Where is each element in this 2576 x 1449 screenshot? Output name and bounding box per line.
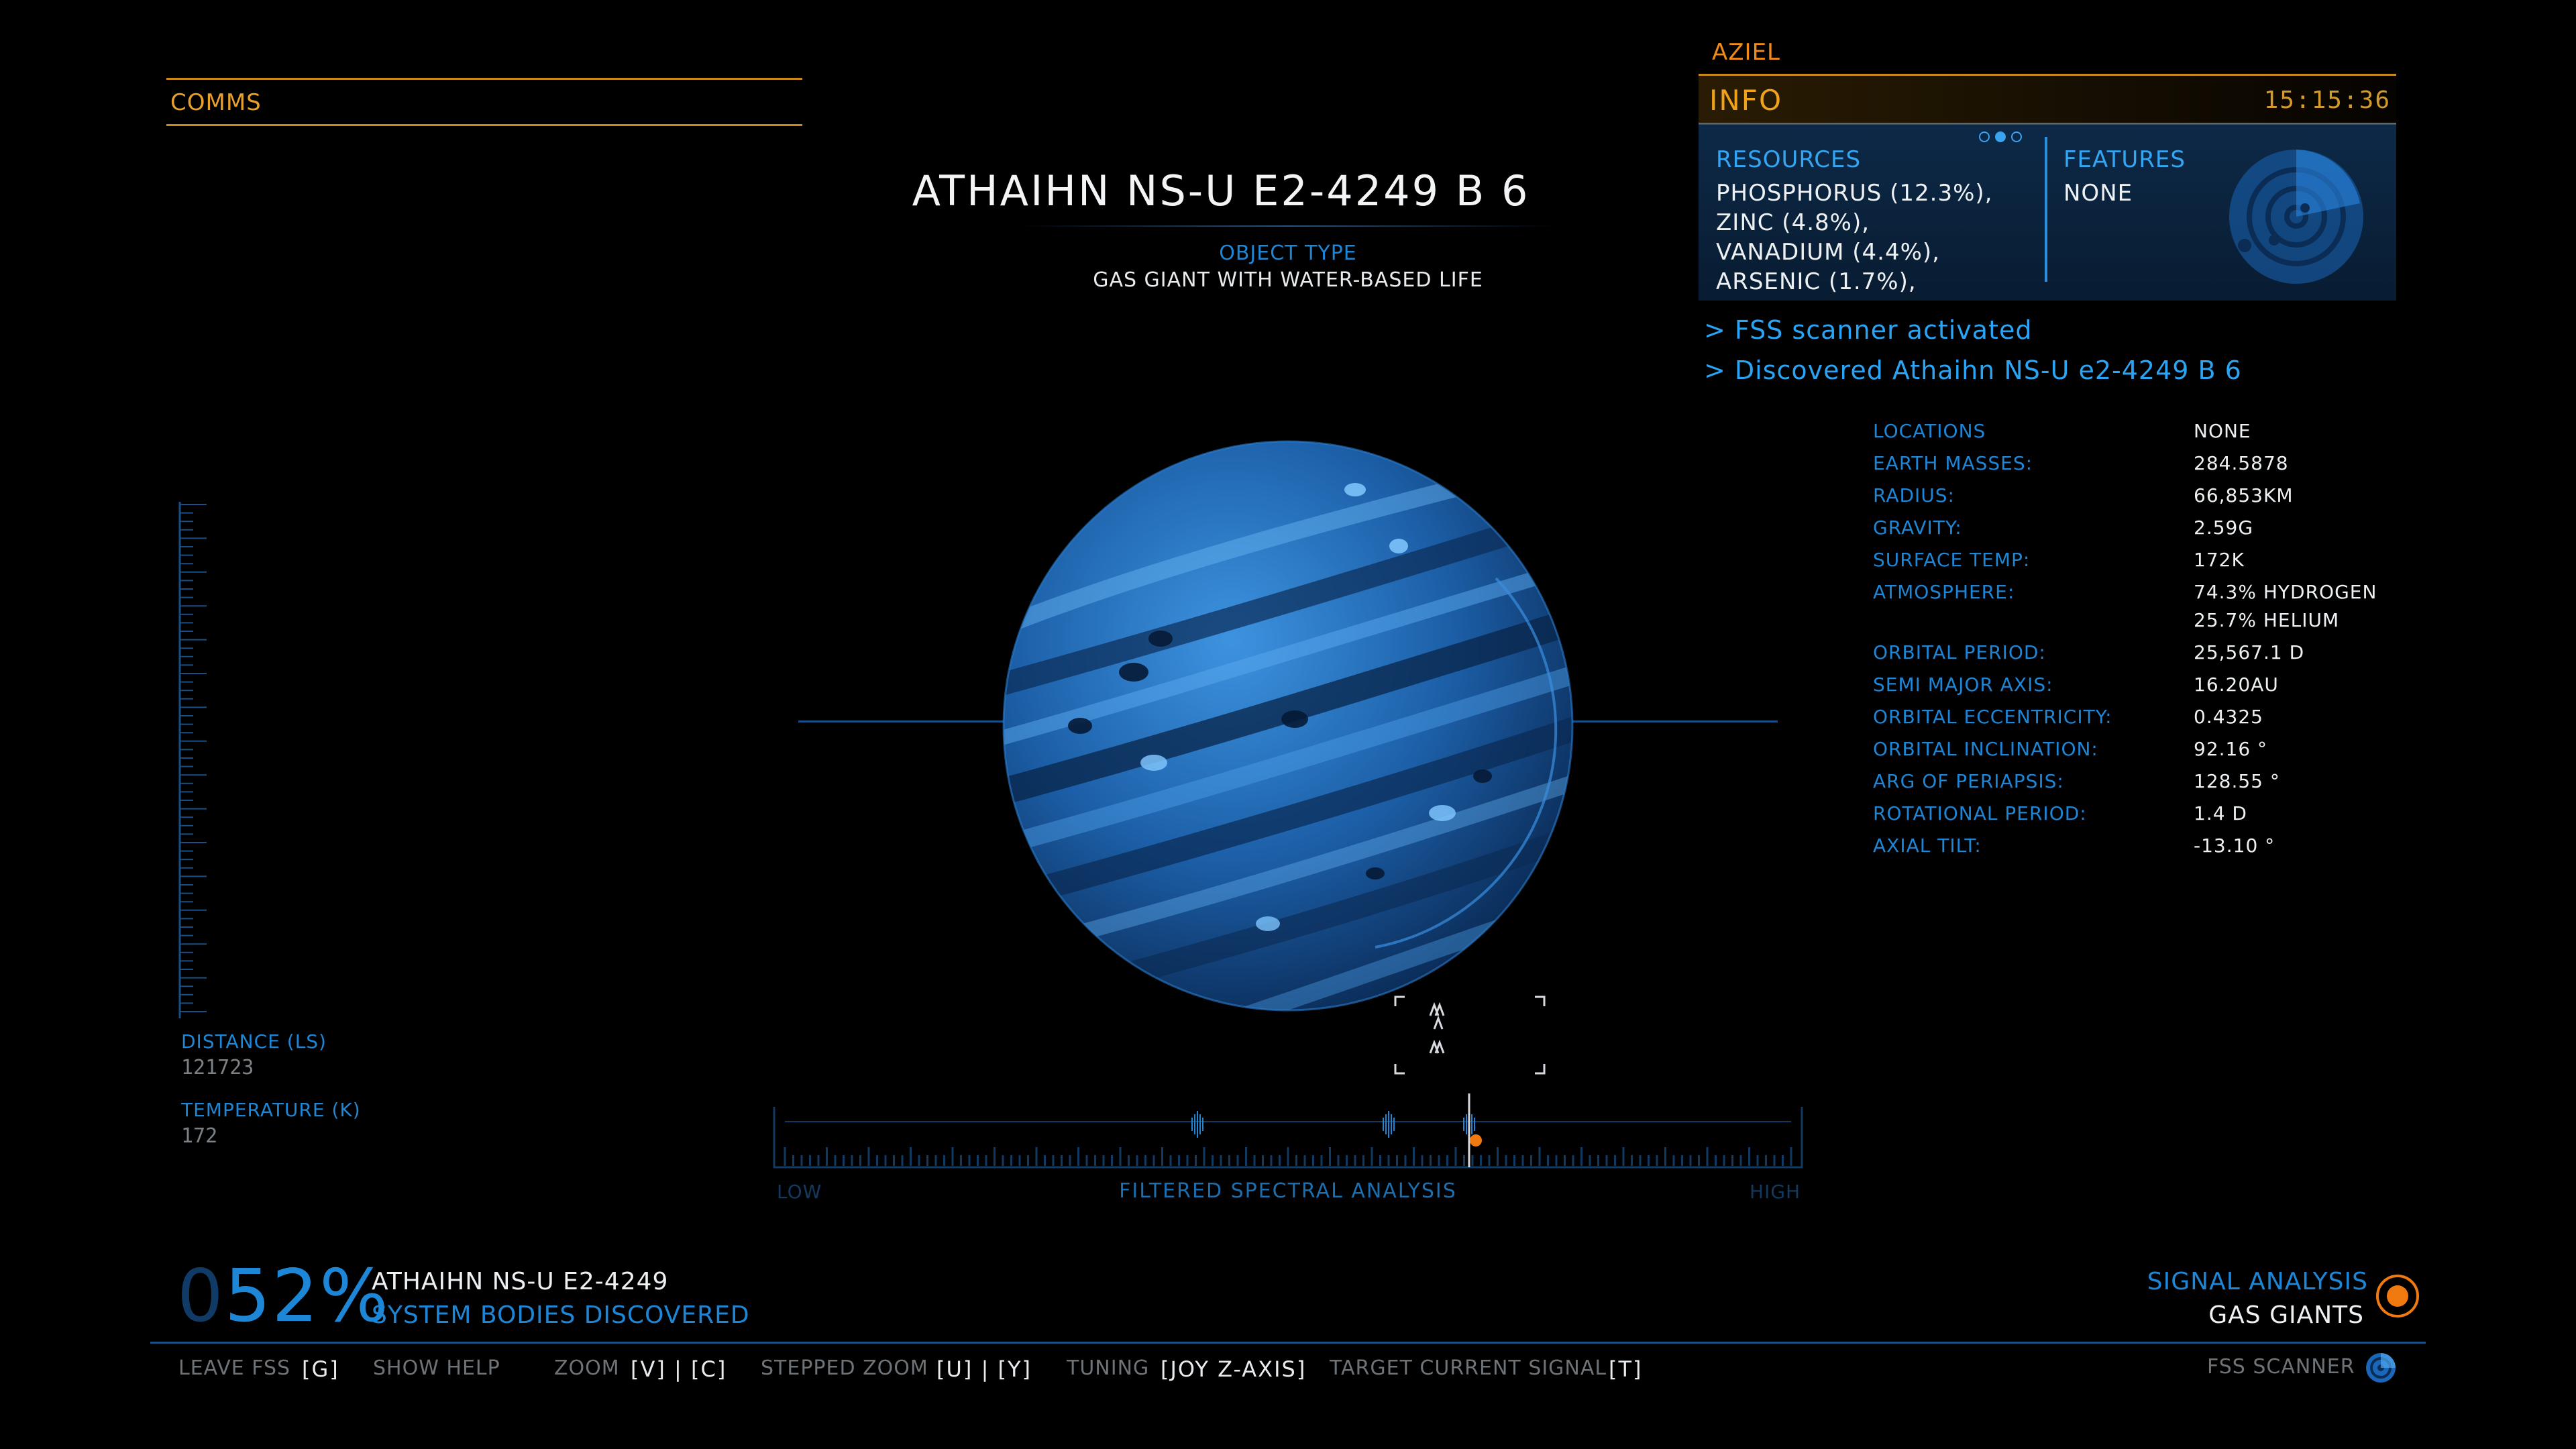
page-dot-active[interactable]	[1995, 131, 2006, 142]
stat-label-orbital-eccentricity: ORBITAL ECCENTRICITY:	[1873, 706, 2112, 728]
hint-tuning-label: TUNING	[1067, 1356, 1150, 1380]
comms-label: COMMS	[170, 89, 262, 116]
signal-type-icon	[2376, 1275, 2419, 1318]
stat-value-orbital-inclination: 92.16 °	[2194, 738, 2268, 760]
stat-value-orbital-eccentricity: 0.4325	[2194, 706, 2263, 728]
info-header-bar: INFO 15:15:36	[1699, 74, 2396, 125]
info-panel-body: RESOURCES PHOSPHORUS (12.3%), ZINC (4.8%…	[1699, 123, 2396, 301]
body-name-title: ATHAIHN NS-U E2-4249 B 6	[912, 166, 1530, 215]
stat-label-radius: RADIUS:	[1873, 484, 1955, 506]
stat-value-gravity: 2.59G	[2194, 517, 2254, 539]
orbit-line-right	[1570, 720, 1778, 722]
stat-value-rotational-period: 1.4 D	[2194, 802, 2247, 824]
spectral-low-label: LOW	[777, 1181, 822, 1203]
temperature-label: TEMPERATURE (K)	[181, 1099, 361, 1121]
spectral-analysis-band[interactable]	[771, 1093, 1805, 1174]
distance-value: 121723	[181, 1056, 254, 1079]
signal-analysis-value: GAS GIANTS	[2208, 1301, 2364, 1329]
distance-label: DISTANCE (LS)	[181, 1030, 327, 1053]
resource-item: ZINC (4.8%),	[1716, 209, 1870, 236]
resources-label: RESOURCES	[1716, 146, 1862, 173]
log-line: > FSS scanner activated	[1704, 315, 2033, 345]
panel-divider	[2045, 137, 2047, 282]
stat-label-rotational-period: ROTATIONAL PERIOD:	[1873, 802, 2087, 824]
spectral-analysis-label: FILTERED SPECTRAL ANALYSIS	[1119, 1179, 1457, 1203]
hint-stepped-zoom-label: STEPPED ZOOM	[761, 1356, 928, 1380]
stat-label-orbital-period: ORBITAL PERIOD:	[1873, 641, 2046, 663]
stat-label-gravity: GRAVITY:	[1873, 517, 1962, 539]
log-line: > Discovered Athaihn NS-U e2-4249 B 6	[1704, 356, 2242, 385]
stat-value-axial-tilt: -13.10 °	[2194, 835, 2275, 857]
signal-analysis-label: SIGNAL ANALYSIS	[2147, 1268, 2368, 1295]
stat-label-axial-tilt: AXIAL TILT:	[1873, 835, 1982, 857]
stat-label-arg-of-periapsis: ARG OF PERIAPSIS:	[1873, 770, 2064, 792]
stat-value-locations: NONE	[2194, 420, 2251, 442]
title-divider	[1020, 225, 1556, 227]
stat-value-arg-of-periapsis: 128.55 °	[2194, 770, 2280, 792]
resource-item: VANADIUM (4.4%),	[1716, 239, 1940, 266]
object-type-value: GAS GIANT WITH WATER-BASED LIFE	[1093, 268, 1483, 292]
comms-panel[interactable]: COMMS	[166, 78, 802, 126]
hint-zoom-label: ZOOM	[554, 1356, 620, 1380]
stat-value-semi-major-axis: 16.20AU	[2194, 674, 2279, 696]
info-header-label: INFO	[1709, 84, 1783, 117]
percent-leading-zero: 0	[177, 1254, 225, 1338]
radar-scan-icon	[2229, 150, 2363, 284]
system-name: ATHAIHN NS-U E2-4249	[372, 1268, 669, 1295]
stat-label-earth-masses: EARTH MASSES:	[1873, 452, 2033, 474]
stat-value-radius: 66,853KM	[2194, 484, 2294, 506]
hint-leave-fss-key[interactable]: [G]	[302, 1356, 339, 1382]
page-dot[interactable]	[2011, 131, 2022, 142]
hint-leave-fss-label: LEAVE FSS	[178, 1356, 291, 1380]
stat-value-orbital-period: 25,567.1 D	[2194, 641, 2305, 663]
hint-target-signal-key[interactable]: [T]	[1609, 1356, 1643, 1382]
fss-scanner-icon	[2366, 1353, 2396, 1383]
stat-value-earth-masses: 284.5878	[2194, 452, 2289, 474]
commander-name: AZIEL	[1712, 39, 1781, 66]
resource-item: ARSENIC (1.7%),	[1716, 268, 1917, 295]
tuner-signal-dot	[1470, 1134, 1482, 1146]
stat-label-atmosphere: ATMOSPHERE:	[1873, 581, 2015, 603]
page-indicator[interactable]	[1979, 131, 2027, 145]
hint-tuning-key[interactable]: [JOY Z-AXIS]	[1161, 1356, 1307, 1382]
fss-scanner-label: FSS SCANNER	[2207, 1355, 2355, 1379]
discovery-percent: 052%	[177, 1254, 390, 1338]
bodies-discovered-caption: SYSTEM BODIES DISCOVERED	[372, 1301, 750, 1329]
orbit-line-left	[798, 720, 1006, 722]
resource-item: PHOSPHORUS (12.3%),	[1716, 180, 1993, 207]
target-reticle[interactable]	[1394, 996, 1546, 1075]
features-value: NONE	[2063, 180, 2133, 207]
clock: 15:15:36	[2263, 87, 2391, 114]
hint-target-signal-label: TARGET CURRENT SIGNAL	[1330, 1356, 1607, 1380]
hint-stepped-zoom-keys[interactable]: [U] | [Y]	[936, 1356, 1032, 1382]
stat-label-orbital-inclination: ORBITAL INCLINATION:	[1873, 738, 2098, 760]
hint-zoom-keys[interactable]: [V] | [C]	[631, 1356, 727, 1382]
zoom-scale	[178, 502, 207, 1018]
stat-value-atmosphere-2: 25.7% HELIUM	[2194, 609, 2340, 631]
stat-label-locations: LOCATIONS	[1873, 420, 1986, 442]
stat-value-atmosphere: 74.3% HYDROGEN	[2194, 581, 2377, 603]
stat-label-semi-major-axis: SEMI MAJOR AXIS:	[1873, 674, 2053, 696]
features-label: FEATURES	[2063, 146, 2186, 173]
spectral-high-label: HIGH	[1750, 1181, 1801, 1203]
stat-label-surface-temp: SURFACE TEMP:	[1873, 549, 2031, 571]
temperature-value: 172	[181, 1124, 218, 1148]
percent-value: 52%	[224, 1254, 390, 1338]
hint-show-help-label[interactable]: SHOW HELP	[373, 1356, 500, 1380]
page-dot[interactable]	[1979, 131, 1990, 142]
object-type-label: OBJECT TYPE	[1219, 241, 1357, 265]
stat-value-surface-temp: 172K	[2194, 549, 2245, 571]
footer-divider	[150, 1342, 2426, 1344]
gas-giant-planet	[1002, 440, 1574, 1012]
